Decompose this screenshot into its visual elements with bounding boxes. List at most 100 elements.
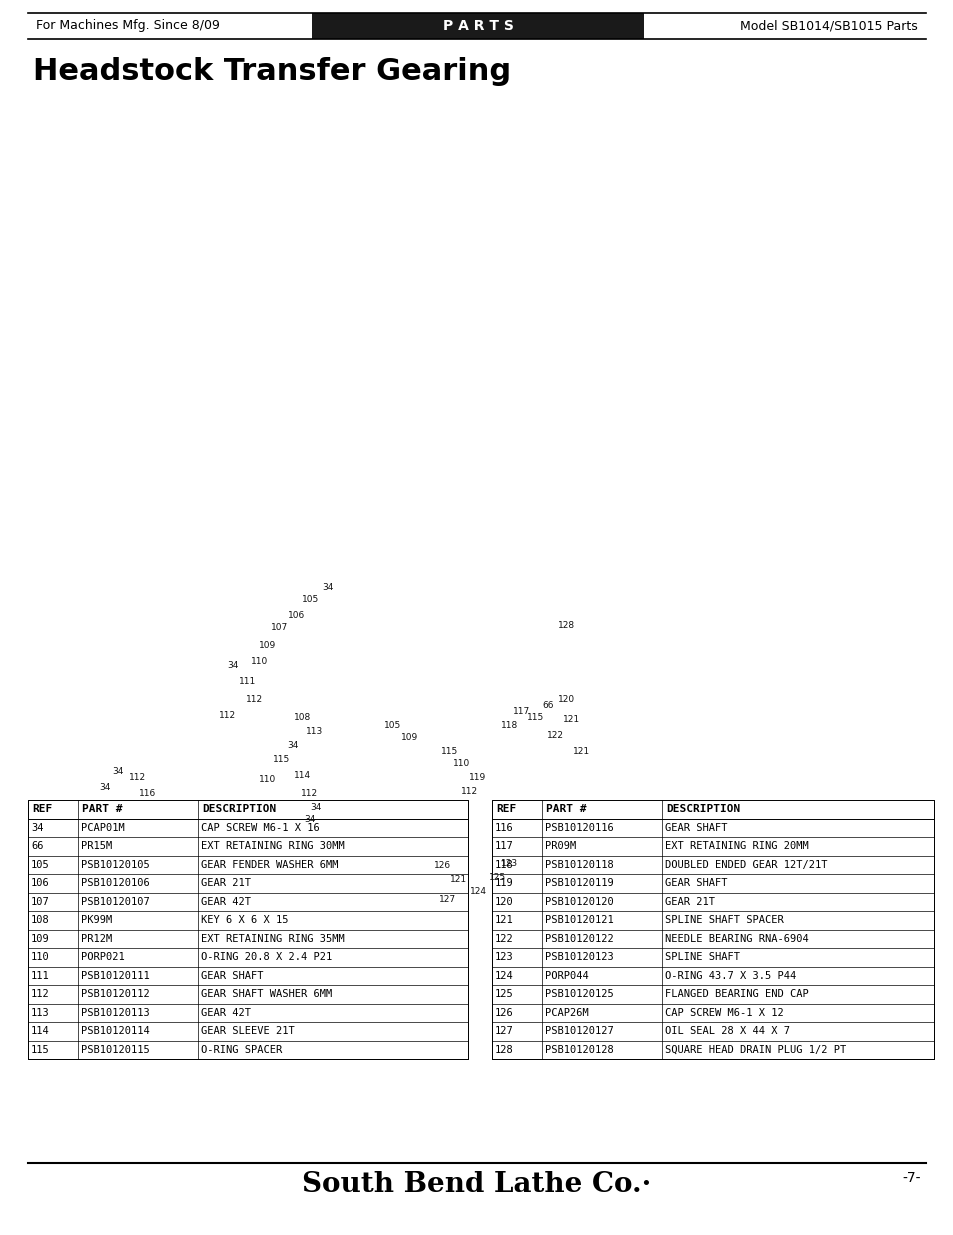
Text: 126: 126 [434, 861, 451, 869]
Text: PSB10120112: PSB10120112 [81, 989, 150, 999]
Text: GEAR SLEEVE 21T: GEAR SLEEVE 21T [201, 1026, 294, 1036]
Text: 118: 118 [501, 720, 518, 730]
Text: PART #: PART # [82, 804, 122, 814]
Text: PR09M: PR09M [544, 841, 576, 851]
Text: 34: 34 [287, 741, 298, 750]
Text: 126: 126 [495, 1008, 514, 1018]
Text: GEAR 42T: GEAR 42T [201, 1008, 251, 1018]
Text: PSB10120105: PSB10120105 [81, 860, 150, 869]
Text: 110: 110 [30, 952, 50, 962]
Text: PSB10120107: PSB10120107 [81, 897, 150, 906]
Text: O-RING 20.8 X 2.4 P21: O-RING 20.8 X 2.4 P21 [201, 952, 332, 962]
Text: -7-: -7- [902, 1171, 920, 1186]
Text: PART #: PART # [545, 804, 586, 814]
Text: NEEDLE BEARING RNA-6904: NEEDLE BEARING RNA-6904 [664, 934, 808, 944]
Text: PSB10120118: PSB10120118 [544, 860, 613, 869]
Text: 115: 115 [274, 756, 291, 764]
Text: 107: 107 [30, 897, 50, 906]
Text: 117: 117 [495, 841, 514, 851]
Text: 121: 121 [495, 915, 514, 925]
Text: 114: 114 [294, 771, 312, 779]
Text: 108: 108 [30, 915, 50, 925]
Text: PK99M: PK99M [81, 915, 112, 925]
Text: PSB10120123: PSB10120123 [544, 952, 613, 962]
Text: PSB10120113: PSB10120113 [81, 1008, 150, 1018]
Text: 34: 34 [322, 583, 334, 593]
Text: 125: 125 [489, 872, 506, 882]
Text: P A R T S: P A R T S [442, 19, 513, 33]
Text: PSB10120116: PSB10120116 [544, 823, 613, 832]
Text: DOUBLED ENDED GEAR 12T/21T: DOUBLED ENDED GEAR 12T/21T [664, 860, 826, 869]
Text: PSB10120119: PSB10120119 [544, 878, 613, 888]
Text: 112: 112 [301, 788, 318, 798]
Text: O-RING 43.7 X 3.5 P44: O-RING 43.7 X 3.5 P44 [664, 971, 796, 981]
Text: PSB10120106: PSB10120106 [81, 878, 150, 888]
Text: EXT RETAINING RING 20MM: EXT RETAINING RING 20MM [664, 841, 808, 851]
Text: 66: 66 [541, 700, 553, 709]
Text: 34: 34 [99, 783, 111, 792]
Text: 113: 113 [30, 1008, 50, 1018]
Text: Headstock Transfer Gearing: Headstock Transfer Gearing [33, 57, 511, 86]
Text: PSB10120120: PSB10120120 [544, 897, 613, 906]
Bar [28, 800, 468, 1058]
Text: 121: 121 [450, 874, 467, 883]
Text: 107: 107 [271, 624, 289, 632]
Text: For Machines Mfg. Since 8/09: For Machines Mfg. Since 8/09 [36, 20, 219, 32]
Bar [492, 800, 933, 1058]
Text: 115: 115 [30, 1045, 50, 1055]
Text: 105: 105 [30, 860, 50, 869]
Text: GEAR FENDER WASHER 6MM: GEAR FENDER WASHER 6MM [201, 860, 338, 869]
Text: FLANGED BEARING END CAP: FLANGED BEARING END CAP [664, 989, 808, 999]
Text: PCAP26M: PCAP26M [544, 1008, 588, 1018]
Text: 124: 124 [495, 971, 514, 981]
Text: 115: 115 [527, 713, 544, 721]
Text: GEAR SHAFT: GEAR SHAFT [201, 971, 263, 981]
Text: 119: 119 [495, 878, 514, 888]
Text: PSB10120125: PSB10120125 [544, 989, 613, 999]
Text: PSB10120114: PSB10120114 [81, 1026, 150, 1036]
Text: PORP021: PORP021 [81, 952, 125, 962]
Text: 115: 115 [441, 746, 458, 756]
Text: 122: 122 [546, 730, 563, 740]
Text: PSB10120128: PSB10120128 [544, 1045, 613, 1055]
Text: 124: 124 [469, 887, 486, 895]
Text: 112: 112 [130, 773, 147, 783]
Text: KEY 6 X 6 X 15: KEY 6 X 6 X 15 [201, 915, 288, 925]
Text: CAP SCREW M6-1 X 16: CAP SCREW M6-1 X 16 [201, 823, 319, 832]
Text: PSB10120111: PSB10120111 [81, 971, 150, 981]
Text: 34: 34 [304, 815, 315, 825]
Text: 112: 112 [219, 710, 236, 720]
Text: DESCRIPTION: DESCRIPTION [202, 804, 276, 814]
Text: PSB10120115: PSB10120115 [81, 1045, 150, 1055]
Text: 109: 109 [401, 734, 418, 742]
Text: 116: 116 [139, 789, 156, 799]
Text: PCAP01M: PCAP01M [81, 823, 125, 832]
Text: GEAR 42T: GEAR 42T [201, 897, 251, 906]
Text: O-RING SPACER: O-RING SPACER [201, 1045, 282, 1055]
Text: PR15M: PR15M [81, 841, 112, 851]
Text: GEAR SHAFT WASHER 6MM: GEAR SHAFT WASHER 6MM [201, 989, 332, 999]
Text: 117: 117 [513, 706, 530, 715]
Text: 125: 125 [495, 989, 514, 999]
Text: 119: 119 [469, 773, 486, 782]
Text: EXT RETAINING RING 30MM: EXT RETAINING RING 30MM [201, 841, 344, 851]
Text: 66: 66 [30, 841, 44, 851]
Text: 109: 109 [30, 934, 50, 944]
Text: 127: 127 [439, 895, 456, 904]
Text: 105: 105 [302, 595, 319, 604]
Text: 105: 105 [384, 720, 401, 730]
Text: 127: 127 [495, 1026, 514, 1036]
Text: 34: 34 [310, 803, 321, 811]
Text: 34: 34 [227, 661, 238, 669]
Text: GEAR 21T: GEAR 21T [201, 878, 251, 888]
Text: 121: 121 [573, 747, 590, 757]
Bar [312, 14, 643, 40]
Text: 112: 112 [461, 787, 478, 795]
Text: Model SB1014/SB1015 Parts: Model SB1014/SB1015 Parts [740, 20, 917, 32]
Text: 108: 108 [294, 714, 312, 722]
Text: 112: 112 [30, 989, 50, 999]
Text: 106: 106 [30, 878, 50, 888]
Text: 120: 120 [558, 695, 575, 704]
Text: 118: 118 [495, 860, 514, 869]
Text: 106: 106 [288, 610, 305, 620]
